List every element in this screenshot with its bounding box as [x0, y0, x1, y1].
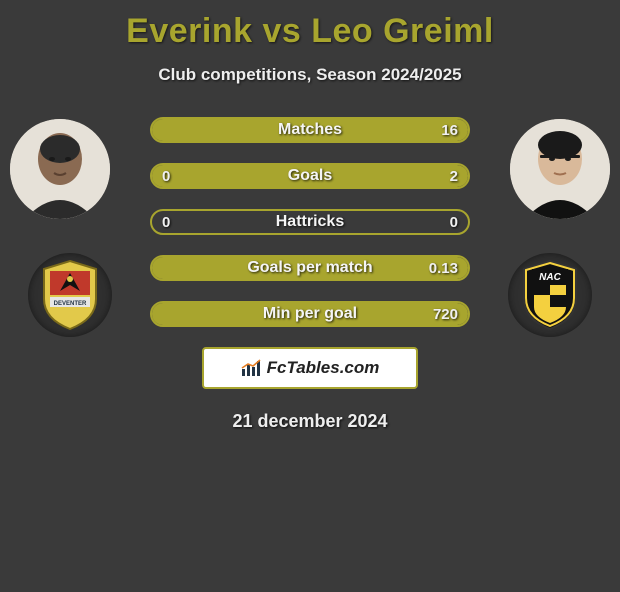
bar-chart-icon	[241, 359, 263, 377]
player-left-avatar	[10, 119, 110, 219]
stat-bar: 0.13Goals per match	[150, 255, 470, 281]
stat-left-value: 0	[162, 211, 170, 233]
comparison-content: DEVENTER NAC 16Matches 02Goals 0 0Hattricks…	[0, 115, 620, 432]
stat-bars: 16Matches 02Goals 0 0Hattricks 0.13Goals per…	[150, 115, 470, 327]
stat-bar-fill-right	[152, 303, 468, 325]
club-crest-icon: DEVENTER	[40, 259, 100, 331]
stat-bar: 16Matches	[150, 117, 470, 143]
stat-bar: 720Min per goal	[150, 301, 470, 327]
stat-bar: 0 0Hattricks	[150, 209, 470, 235]
stat-right-value: 0	[450, 211, 458, 233]
svg-text:NAC: NAC	[539, 272, 561, 283]
svg-text:DEVENTER: DEVENTER	[54, 301, 87, 307]
subtitle: Club competitions, Season 2024/2025	[0, 65, 620, 85]
date-text: 21 december 2024	[0, 411, 620, 432]
stat-bar-fill-right	[152, 257, 468, 279]
brand-text: FcTables.com	[267, 358, 380, 378]
player-right-avatar	[510, 119, 610, 219]
person-icon	[10, 119, 110, 219]
player-left-club-badge: DEVENTER	[28, 253, 112, 337]
person-icon	[510, 119, 610, 219]
club-crest-icon: NAC	[520, 259, 580, 331]
stat-bar-fill-right	[152, 119, 468, 141]
stat-label: Hattricks	[152, 211, 468, 233]
stat-bar-fill-right	[152, 165, 468, 187]
brand-box: FcTables.com	[202, 347, 418, 389]
player-right-club-badge: NAC	[508, 253, 592, 337]
stat-bar: 02Goals	[150, 163, 470, 189]
page-title: Everink vs Leo Greiml	[0, 12, 620, 51]
